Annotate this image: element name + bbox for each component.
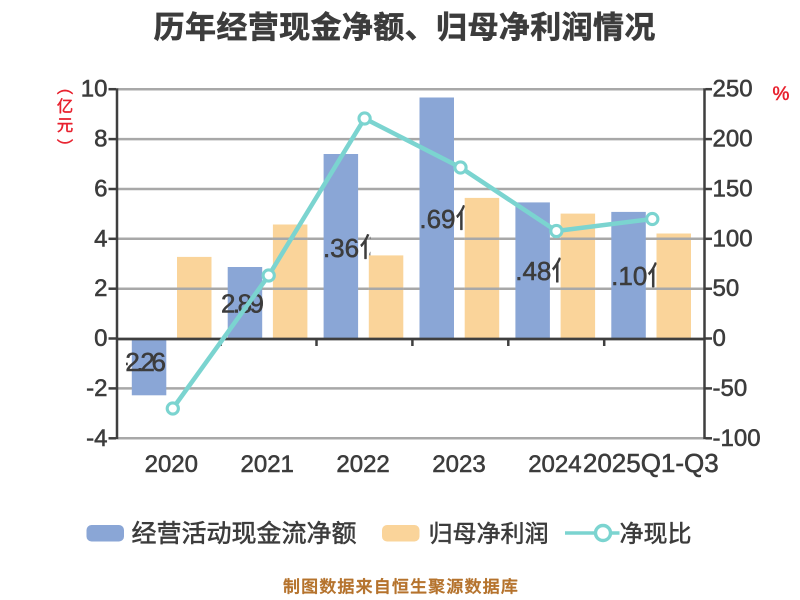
svg-text:2025Q1-Q3: 2025Q1-Q3 (583, 448, 719, 478)
svg-text:200: 200 (713, 126, 753, 153)
svg-text:2023: 2023 (432, 451, 485, 478)
svg-text:6: 6 (94, 176, 107, 203)
svg-text:50: 50 (713, 275, 740, 302)
svg-text:.10: .10 (611, 261, 647, 291)
svg-text:8: 8 (94, 126, 107, 153)
svg-text:10: 10 (81, 76, 108, 103)
svg-text:0: 0 (713, 325, 726, 352)
svg-text:.69: .69 (419, 204, 455, 234)
svg-text:.36: .36 (323, 233, 359, 263)
svg-text:2021: 2021 (241, 451, 294, 478)
svg-text:2024: 2024 (528, 451, 581, 478)
svg-text:-2.26: -2.26 (120, 347, 166, 377)
svg-text:4: 4 (94, 225, 107, 252)
svg-text:-2: -2 (86, 375, 107, 402)
svg-text:-50: -50 (713, 375, 748, 402)
svg-text:250: 250 (713, 76, 753, 103)
svg-text:2022: 2022 (336, 451, 389, 478)
svg-text:2020: 2020 (145, 451, 198, 478)
svg-text:-4: -4 (86, 425, 107, 452)
svg-text:100: 100 (713, 225, 753, 252)
svg-text:0: 0 (94, 325, 107, 352)
svg-text:2: 2 (94, 275, 107, 302)
svg-text:150: 150 (713, 176, 753, 203)
svg-text:%: % (773, 84, 790, 105)
svg-text:-100: -100 (713, 425, 761, 452)
svg-text:.48: .48 (515, 256, 551, 286)
